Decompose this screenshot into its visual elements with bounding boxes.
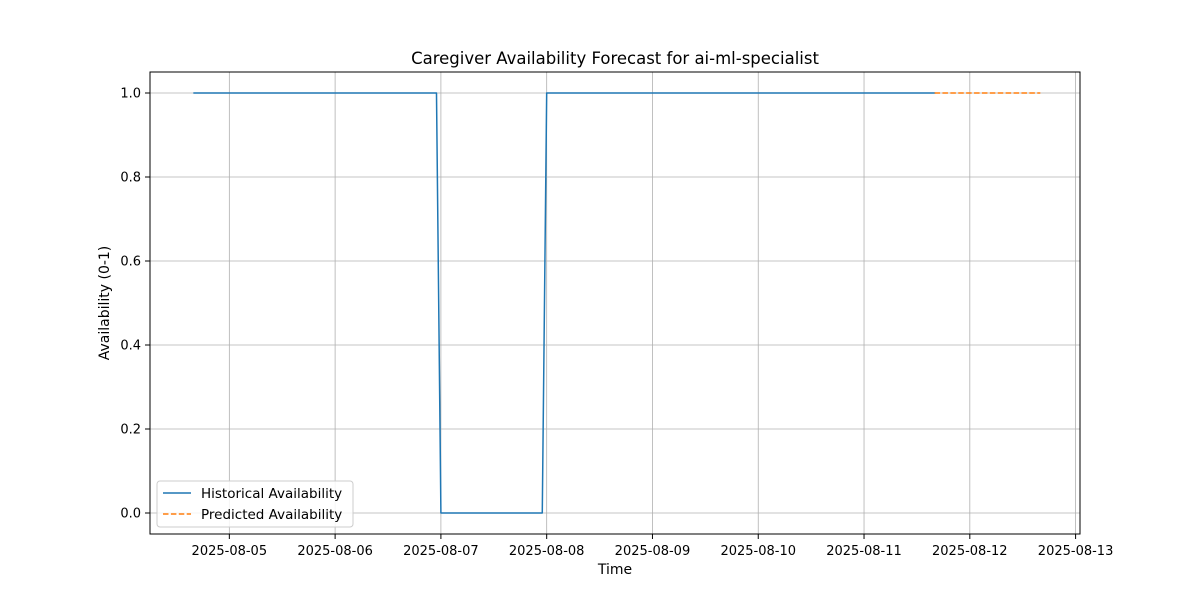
- legend-label-historical: Historical Availability: [201, 486, 342, 502]
- y-tick-label: 0.4: [120, 339, 141, 354]
- x-tick-label: 2025-08-08: [509, 544, 585, 559]
- historical-availability-line: [193, 92, 936, 514]
- y-tick-label: 0.8: [120, 171, 141, 186]
- x-tick-label: 2025-08-12: [932, 544, 1008, 559]
- x-tick-label: 2025-08-13: [1038, 544, 1114, 559]
- x-tick-label: 2025-08-05: [192, 544, 268, 559]
- y-tick-label: 1.0: [120, 87, 141, 102]
- x-tick-label: 2025-08-10: [720, 544, 796, 559]
- legend-label-predicted: Predicted Availability: [201, 507, 342, 523]
- x-tick-label: 2025-08-11: [826, 544, 902, 559]
- x-tick-label: 2025-08-09: [615, 544, 691, 559]
- y-axis-label: Availability (0-1): [97, 246, 113, 361]
- legend: Historical Availability Predicted Availa…: [156, 480, 354, 528]
- y-tick-label: 0.6: [120, 255, 141, 270]
- y-tick-label: 0.0: [120, 507, 141, 522]
- x-tick-label: 2025-08-06: [297, 544, 373, 559]
- y-axis: 0.0 0.2 0.4 0.6 0.8 1.0: [120, 87, 150, 522]
- x-axis-label: Time: [597, 562, 632, 578]
- y-tick-label: 0.2: [120, 423, 141, 438]
- plot-frame: [149, 71, 1081, 535]
- x-tick-label: 2025-08-07: [403, 544, 479, 559]
- legend-frame: [156, 480, 354, 528]
- x-axis: 2025-08-05 2025-08-06 2025-08-07 2025-08-08…: [192, 534, 1114, 559]
- chart-title: Caregiver Availability Forecast for ai-m…: [411, 49, 819, 68]
- series-layer: [193, 92, 1041, 514]
